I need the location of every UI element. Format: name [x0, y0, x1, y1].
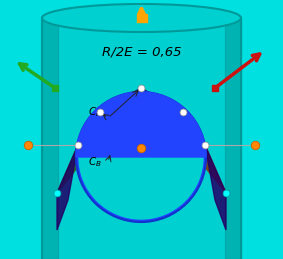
Polygon shape: [57, 88, 141, 193]
Polygon shape: [141, 88, 205, 145]
Polygon shape: [141, 88, 226, 193]
Circle shape: [79, 95, 203, 219]
Wedge shape: [76, 92, 206, 157]
Polygon shape: [57, 145, 78, 230]
Bar: [42, 18, 241, 259]
Text: $C_H$: $C_H$: [88, 105, 102, 119]
Bar: [136, 14, 147, 22]
Polygon shape: [205, 145, 226, 230]
Ellipse shape: [42, 4, 241, 32]
Polygon shape: [78, 88, 141, 145]
Bar: [225, 18, 241, 259]
Circle shape: [76, 92, 206, 222]
Bar: [42, 18, 58, 259]
Text: R/2E = 0,65: R/2E = 0,65: [102, 46, 181, 59]
Text: $C_B$: $C_B$: [88, 155, 102, 169]
